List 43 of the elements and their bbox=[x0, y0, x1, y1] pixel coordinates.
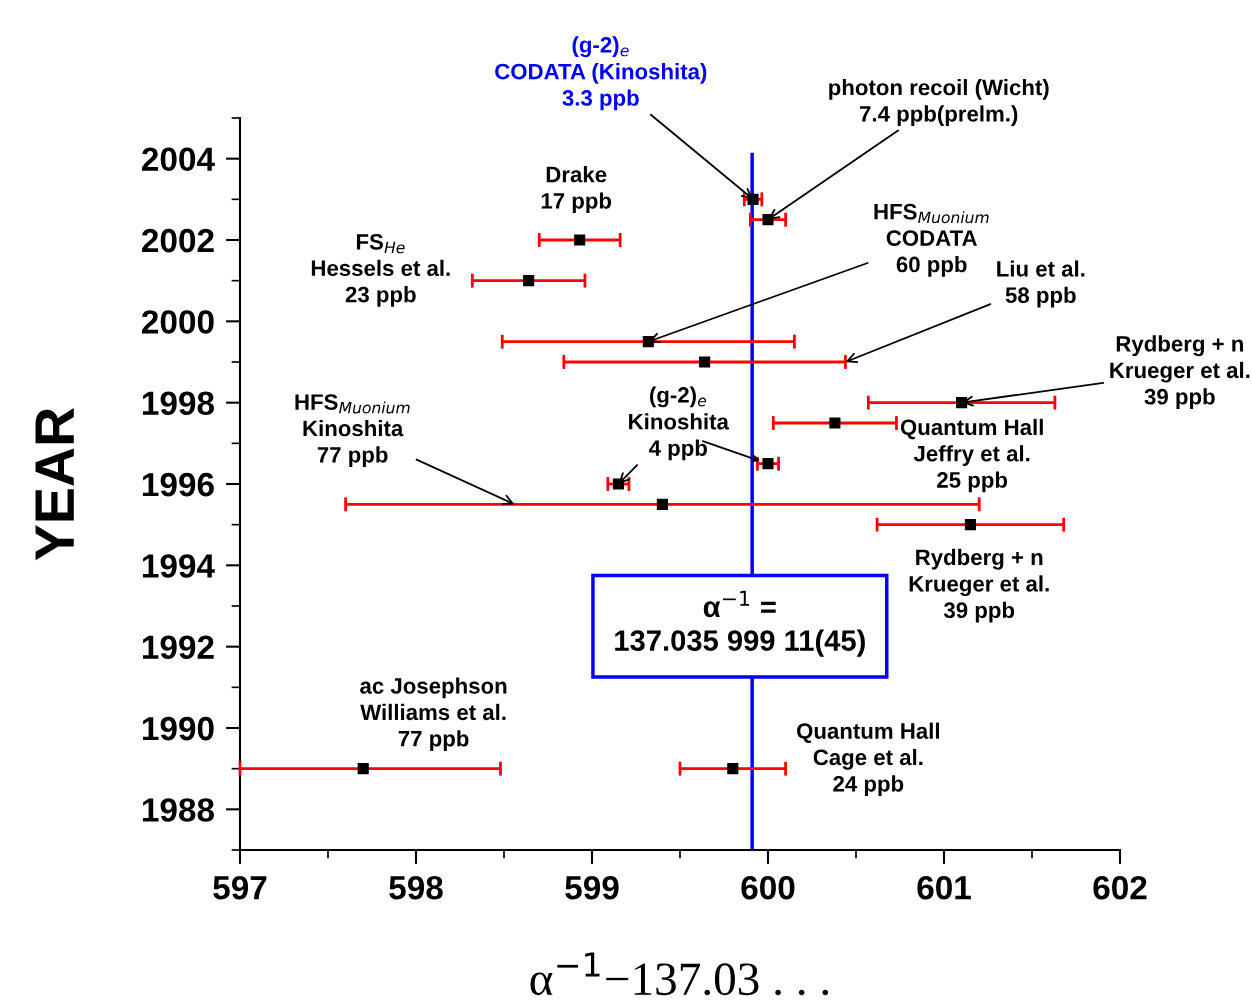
annotation: Quantum Hall Cage et al. 24 ppb bbox=[797, 722, 939, 797]
annotation: Rydberg + n Krueger et al. 39 ppb bbox=[1110, 335, 1250, 409]
point bbox=[699, 356, 711, 368]
point bbox=[829, 417, 841, 429]
point bbox=[574, 234, 586, 246]
x-tick-label: 600 bbox=[741, 875, 795, 900]
point bbox=[762, 458, 774, 470]
y-tick-label: 1998 bbox=[142, 391, 214, 416]
x-tick-label: 599 bbox=[565, 875, 619, 900]
y-tick-label: 1990 bbox=[142, 716, 214, 741]
annotation: Quantum Hall Jeffry et al. 25 ppb bbox=[900, 418, 1043, 493]
point bbox=[727, 763, 739, 775]
point bbox=[747, 193, 759, 205]
x-axis-title: α$^{−1}$−137.03 . . . bbox=[530, 952, 829, 996]
point bbox=[612, 478, 624, 490]
y-tick-label: 2002 bbox=[142, 228, 214, 253]
annotation: (g-2)$_{e}$ Kinoshita 4 ppb bbox=[629, 386, 729, 461]
x-tick-label: 601 bbox=[917, 875, 971, 900]
annotation: ac Josephson Williams et al. 77 ppb bbox=[360, 677, 507, 751]
point bbox=[762, 214, 774, 226]
point bbox=[656, 498, 668, 510]
annotation: Liu et al. 58 ppb bbox=[997, 260, 1085, 308]
y-tick-label: 1988 bbox=[142, 798, 214, 822]
annotation: Rydberg + n Krueger et al. 39 ppb bbox=[909, 548, 1049, 623]
annotation: HFS$_{Muonium}$ Kinoshita 77 ppb bbox=[295, 394, 410, 468]
annotation: FS$_{He}$ Hessels et al. 23 ppb bbox=[311, 233, 450, 307]
annotation: (g-2)$_{e}$ CODATA (Kinoshita) 3.3 ppb bbox=[495, 36, 707, 111]
x-tick-label: 602 bbox=[1093, 875, 1147, 900]
y-tick-label: 2000 bbox=[142, 310, 214, 334]
annotation: Drake 17 ppb bbox=[541, 166, 612, 214]
point bbox=[357, 763, 369, 775]
annotation: HFS$_{Muonium}$ CODATA 60 ppb bbox=[874, 203, 989, 277]
y-tick-label: 1996 bbox=[142, 472, 214, 497]
annotation: photon recoil (Wicht) 7.4 ppb(prelm.) bbox=[829, 79, 1049, 127]
y-tick-label: 1992 bbox=[142, 635, 214, 660]
y-tick-label: 2004 bbox=[142, 147, 215, 172]
point bbox=[964, 519, 976, 531]
y-axis-title: YEAR bbox=[35, 407, 74, 561]
x-tick-label: 598 bbox=[389, 875, 443, 900]
x-tick-label: 597 bbox=[213, 875, 267, 900]
point bbox=[523, 275, 535, 287]
y-tick-label: 1994 bbox=[142, 554, 215, 578]
annotation: α$^{−1}$ = 137.035 999 11(45) bbox=[615, 590, 865, 657]
